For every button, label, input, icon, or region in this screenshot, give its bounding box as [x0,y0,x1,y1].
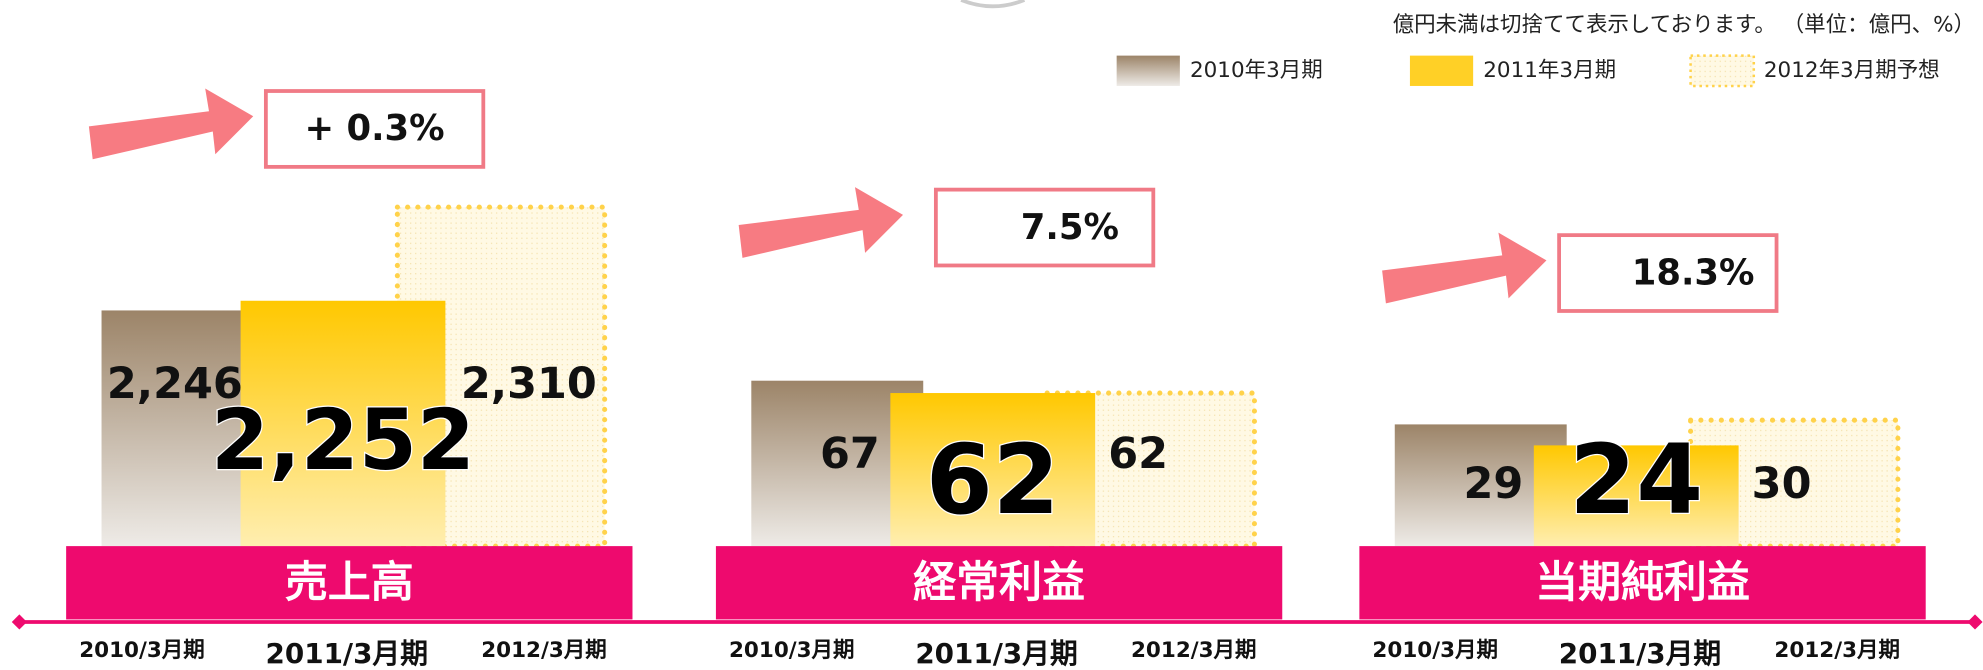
arrow [738,187,904,258]
x-tick-label: 2012/3月期 [1774,638,1900,663]
value-label: 62 [926,424,1060,536]
value-label: 67 [820,429,880,479]
value-label: 2,252 [211,392,475,489]
x-tick-label: 2010/3月期 [79,638,205,663]
legend-swatch [1116,55,1180,86]
panel-title: 売上高 [285,558,414,608]
annotation-box [263,89,486,169]
x-tick-label: 2010/3月期 [729,638,855,663]
x-tick-label: 2010/3月期 [1372,638,1498,663]
annotation: + 0.3% [305,108,445,149]
x-tick-label: 2012/3月期 [481,638,607,663]
timeline-end [1967,614,1983,630]
category-band [66,546,633,620]
bar [1533,445,1739,547]
value-label: 29 [1463,459,1523,509]
decor [960,0,1026,9]
value-label: 62 [1108,429,1168,479]
value-label: 2,310 [461,359,597,409]
legend-label: 2011年3月期 [1483,58,1616,83]
annotation: 18.3% [1632,252,1755,293]
x-tick-label: 2011/3月期 [266,637,428,670]
bar [240,300,446,547]
value-label: 2,246 [107,359,243,409]
value-label: 30 [1752,459,1812,509]
panel-title: 当期純利益 [1535,558,1750,608]
note: 億円未満は切捨てて表示しております。 （単位：億円、%） [1393,12,1975,37]
arrow [1382,232,1547,304]
legend-swatch [1409,55,1474,86]
legend-label: 2010年3月期 [1190,58,1323,83]
x-tick-label: 2012/3月期 [1131,638,1257,663]
x-tick-label: 2011/3月期 [1559,637,1721,670]
value-label: 24 [1569,424,1703,536]
annotation-box [933,187,1156,268]
x-tick-label: 2011/3月期 [915,637,1077,670]
annotation: 7.5% [1021,207,1119,248]
legend-label: 2012年3月期予想 [1764,58,1940,83]
category-band [715,546,1283,620]
timeline-end [11,614,27,630]
annotation-box [1557,233,1779,313]
panel-title: 経常利益 [913,558,1085,608]
bar [890,393,1096,547]
arrow [88,88,254,160]
category-band [1359,546,1926,620]
legend-swatch [1689,54,1756,88]
